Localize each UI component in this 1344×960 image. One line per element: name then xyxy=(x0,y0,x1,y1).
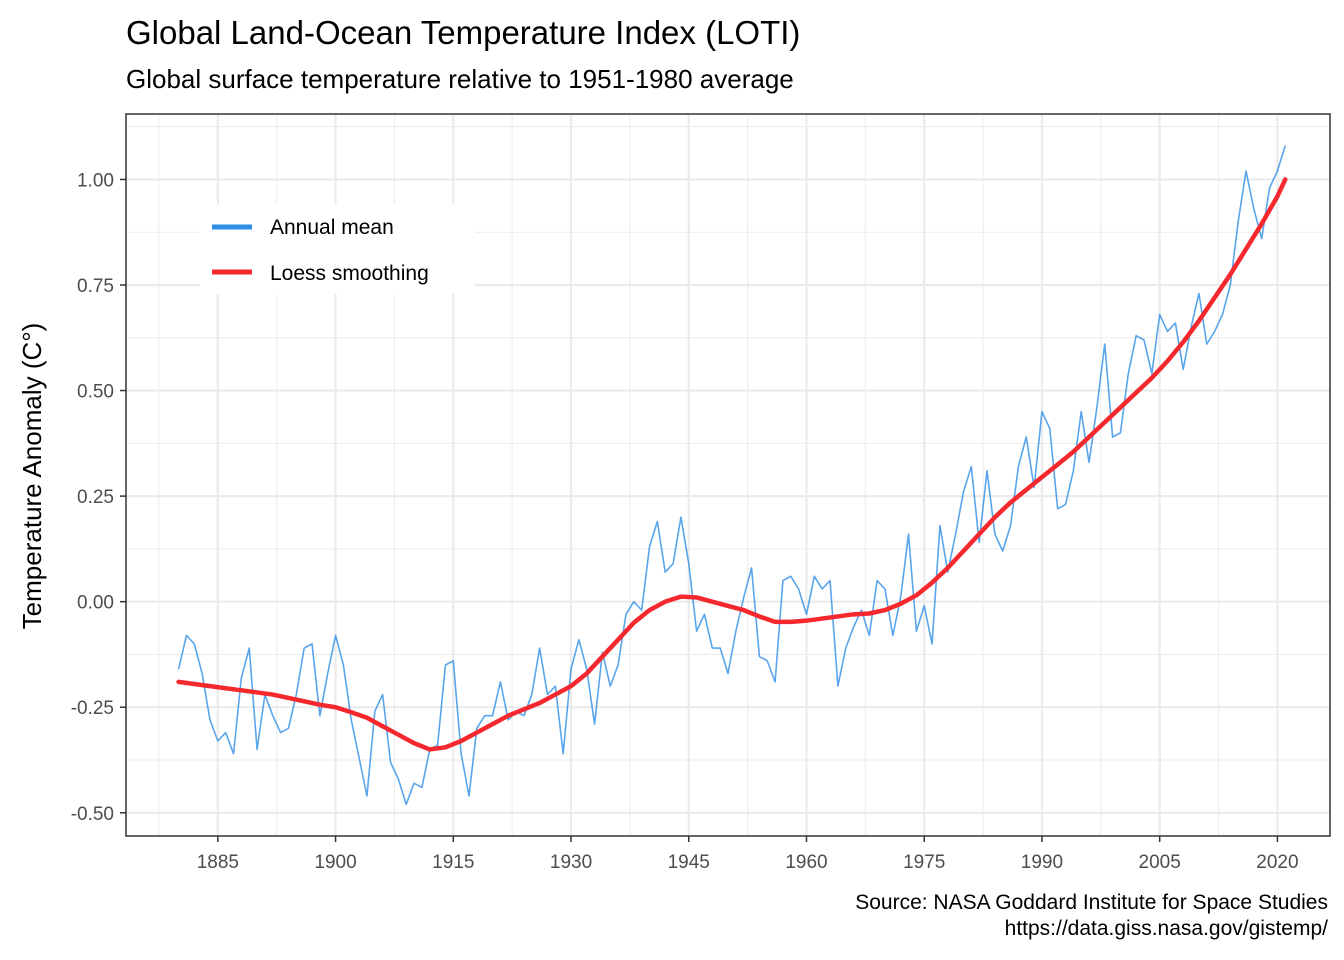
y-axis-title: Temperature Anomaly (C°) xyxy=(17,323,47,630)
y-tick-label: -0.25 xyxy=(71,698,114,719)
x-tick-label: 1960 xyxy=(785,852,827,873)
x-tick-label: 2020 xyxy=(1256,852,1298,873)
series-line-annual-mean xyxy=(177,145,1287,806)
chart-subtitle: Global surface temperature relative to 1… xyxy=(126,64,794,94)
y-tick-label: 0.50 xyxy=(77,382,114,403)
legend-label-loess-smoothing: Loess smoothing xyxy=(270,262,429,285)
y-tick-label: 1.00 xyxy=(77,170,114,191)
x-tick-label: 1900 xyxy=(314,852,356,873)
x-tick-label: 1930 xyxy=(550,852,592,873)
chart-title: Global Land-Ocean Temperature Index (LOT… xyxy=(126,14,801,51)
x-tick-label: 1915 xyxy=(432,852,474,873)
panel-border xyxy=(125,113,1331,837)
y-tick-label: 0.25 xyxy=(77,487,114,508)
series-line-loess-smoothing xyxy=(176,177,1288,752)
y-axis-ticks: -0.50 -0.25 0.00 0.25 0.50 0.75 1.00 xyxy=(71,170,126,825)
x-tick-label: 1945 xyxy=(668,852,710,873)
x-tick-label: 1975 xyxy=(903,852,945,873)
series-layer xyxy=(176,145,1288,806)
y-tick-label: 0.00 xyxy=(77,593,114,614)
x-tick-label: 1990 xyxy=(1021,852,1063,873)
x-tick-label: 1885 xyxy=(197,852,239,873)
source-caption: Source: NASA Goddard Institute for Space… xyxy=(855,890,1328,942)
x-tick-label: 2005 xyxy=(1139,852,1181,873)
source-line: Source: NASA Goddard Institute for Space… xyxy=(855,891,1328,914)
x-axis-ticks: 1885 1900 1915 1930 1945 1960 1975 1990 2005 2020 xyxy=(197,836,1299,873)
minor-gridlines xyxy=(126,114,1330,836)
source-url: https://data.giss.nasa.gov/gistemp/ xyxy=(1004,917,1328,940)
legend-label-annual-mean: Annual mean xyxy=(270,216,394,239)
legend: Annual mean Loess smoothing xyxy=(200,204,475,294)
y-tick-label: 0.75 xyxy=(77,276,114,297)
y-tick-label: -0.50 xyxy=(71,804,114,825)
legend-background xyxy=(200,204,475,294)
